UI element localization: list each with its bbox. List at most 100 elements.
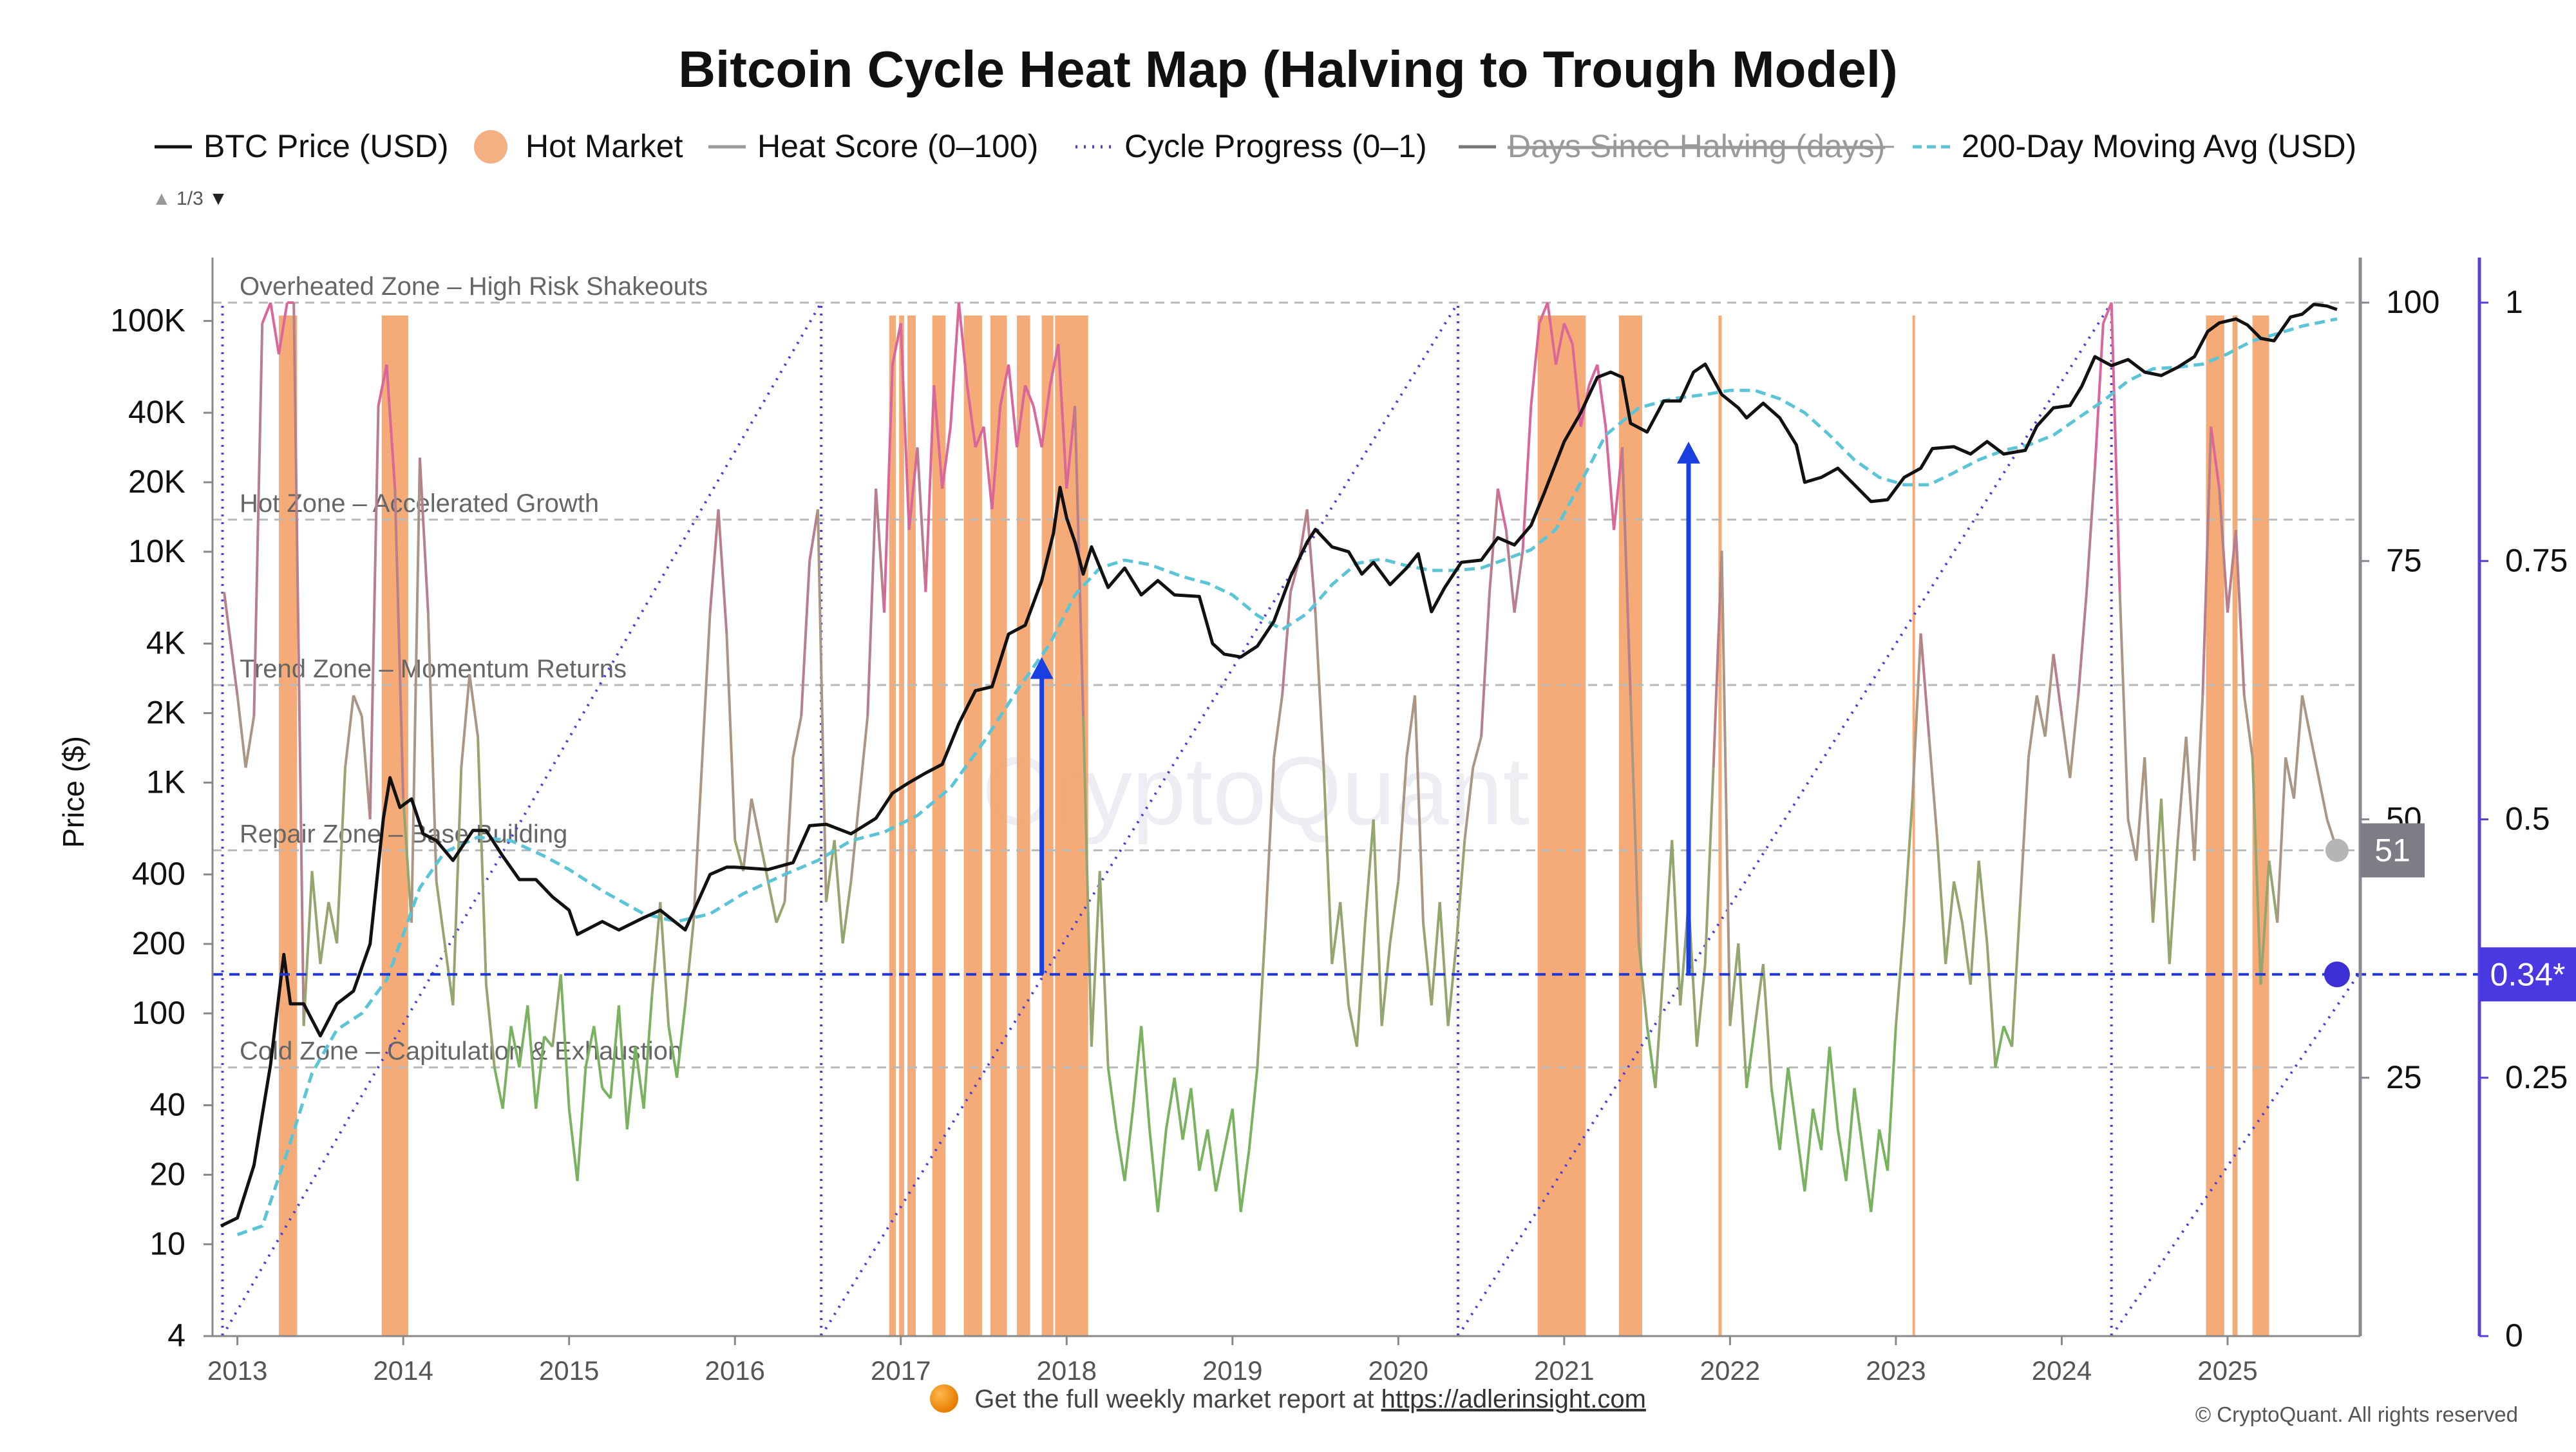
heat-score-segment <box>1629 695 1640 944</box>
heat-score-segment <box>791 715 803 758</box>
arrow-head-icon <box>1677 441 1701 464</box>
heat-score-segment <box>1082 715 1093 1047</box>
heat-score-segment <box>535 1036 546 1109</box>
legend-item[interactable]: Heat Score (0–100) <box>708 128 1038 164</box>
heat-score-segment <box>319 901 330 965</box>
hot-market-band <box>2232 316 2238 1336</box>
legend-item[interactable]: BTC Price (USD) <box>155 128 449 164</box>
progress-current-dot <box>2324 961 2350 988</box>
bitcoin-coin-icon <box>930 1384 959 1413</box>
heat-score-segment <box>766 881 778 923</box>
heat-score-segment <box>734 840 745 872</box>
legend-item[interactable]: 200-Day Moving Avg (USD) <box>1913 128 2356 164</box>
hot-market-band <box>1912 316 1915 1336</box>
heat-score-segment <box>2193 695 2204 861</box>
legend-item[interactable]: Days Since Halving (days) <box>1459 128 1894 164</box>
legend: BTC Price (USD) Hot Market Heat Score (0–1… <box>155 128 2356 164</box>
heat-score-segment <box>1786 1067 1798 1130</box>
heat-score-segment <box>1645 1026 1657 1089</box>
heat-score-segment <box>2126 819 2138 862</box>
heat-score-segment <box>949 302 960 427</box>
heat-score-segment <box>377 364 388 406</box>
heat-score-segment <box>1703 768 1715 965</box>
heat-score-segment <box>360 715 372 820</box>
heat-score-segment <box>2052 654 2063 717</box>
x-tick-label: 2014 <box>373 1355 433 1386</box>
legend-item[interactable]: Cycle Progress (0–1) <box>1075 128 1427 164</box>
heat-score-segment <box>1613 447 1624 531</box>
heat-score-segment <box>965 385 977 448</box>
heat-score-segment <box>1919 633 1931 737</box>
heat-score-segment <box>559 974 571 1109</box>
heat-score-segment <box>493 1067 504 1109</box>
pager-label: 1/3 <box>176 188 204 209</box>
heat-score-segment <box>1778 1067 1790 1151</box>
x-tick-label: 2023 <box>1866 1355 1926 1386</box>
heat-score-segment <box>1737 943 1748 1088</box>
heat-score-segment <box>1016 385 1027 448</box>
heat-score-segment <box>1438 901 1450 1026</box>
legend-item[interactable]: Hot Market <box>474 128 683 164</box>
heat-score-segment <box>1421 922 1433 1006</box>
heat-score-segment <box>1812 1108 1823 1151</box>
price-tick-label: 100K <box>110 302 185 338</box>
heat-score-segment <box>1247 1067 1259 1151</box>
heat-score-segment <box>816 509 828 902</box>
x-tick-label: 2017 <box>871 1355 931 1386</box>
heat-score-segment <box>236 695 247 768</box>
x-tick-label: 2024 <box>2032 1355 2092 1386</box>
heat-badge <box>2360 823 2425 878</box>
heat-score-segment <box>509 1026 521 1068</box>
heat-score-segment <box>1720 551 1732 1026</box>
heat-score-segment <box>1098 871 1110 1068</box>
heat-score-segment <box>451 768 463 1006</box>
heat-score-segment <box>750 798 761 840</box>
footer-link[interactable]: https://adlerinsight.com <box>1381 1385 1646 1413</box>
heat-score-segment <box>327 901 339 944</box>
heat-score-segment <box>800 561 811 717</box>
axes: 2013 2014 2015 2016 2017 2018 2019 2020 2021 2022… <box>110 258 2576 1386</box>
heat-score-segment <box>933 385 944 489</box>
zone-label: Repair Zone – Base Building <box>240 820 567 849</box>
pager-up-icon[interactable]: ▲ <box>152 188 171 209</box>
heat-score-segment <box>2093 323 2105 468</box>
heat-score-segment <box>833 840 844 944</box>
heat-score-segment <box>1215 1149 1226 1192</box>
heat-score-segment <box>1637 943 1649 1026</box>
heat-score-segment <box>1977 860 1989 944</box>
legend-pager[interactable]: ▲ 1/3 ▼ <box>152 188 228 210</box>
x-tick-label: 2013 <box>207 1355 267 1386</box>
heat-score-segment <box>2184 736 2196 861</box>
heat-score-segment <box>1189 1088 1201 1171</box>
heat-score-segment <box>1844 1088 1856 1182</box>
heat-score-segment <box>1397 757 1408 882</box>
heat-score-segment <box>907 447 919 531</box>
heat-score-segment <box>1853 1088 1864 1151</box>
heat-score-segment <box>1596 364 1607 427</box>
legend-label: BTC Price (USD) <box>204 128 449 164</box>
heat-score-segment <box>2234 529 2246 696</box>
heat-score-segment <box>625 1046 637 1130</box>
heat-score-segment <box>742 798 753 871</box>
heat-score-segment <box>551 974 562 1047</box>
heat-score-segment <box>990 406 1002 510</box>
heat-score-segment <box>2218 488 2229 613</box>
heat-score-segment <box>435 881 446 944</box>
heat-score-segment <box>775 901 786 923</box>
heat-score-segment <box>1620 447 1632 695</box>
heat-score-segment <box>824 840 836 903</box>
heat-score-segment <box>1546 302 1557 365</box>
heat-score-segment <box>1173 1077 1184 1140</box>
heat-score-segment <box>1985 943 1997 1068</box>
price-tick-label: 400 <box>132 856 185 892</box>
progress-tick-label: 0.75 <box>2505 542 2568 578</box>
heat-score-segment <box>2284 757 2295 799</box>
heat-score-segment <box>667 1026 679 1079</box>
pager-down-icon[interactable]: ▼ <box>209 188 228 209</box>
heat-score-segment <box>941 426 952 489</box>
heat-score-segment <box>278 302 289 355</box>
heat-score-segment <box>426 612 438 882</box>
heat-score-segment <box>1870 1129 1881 1212</box>
heat-score-segment <box>385 364 397 489</box>
legend-label: Cycle Progress (0–1) <box>1124 128 1427 164</box>
